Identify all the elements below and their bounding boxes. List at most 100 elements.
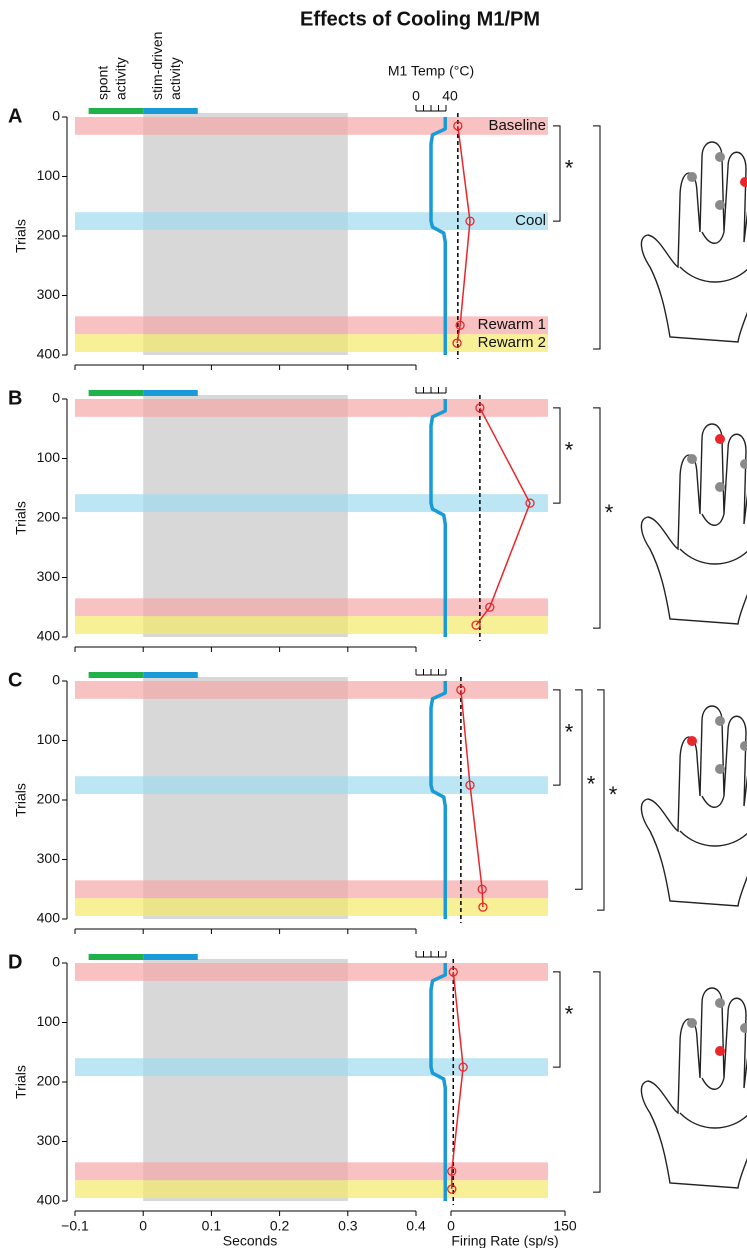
finger-site <box>715 764 725 774</box>
condition-band <box>75 316 548 335</box>
condition-band <box>75 1058 548 1077</box>
temp-tick-label: 0 <box>412 88 420 104</box>
stim-window <box>143 395 348 637</box>
finger-site <box>740 741 747 751</box>
figure-title: Effects of Cooling M1/PM <box>300 8 540 30</box>
condition-label: Baseline <box>488 117 546 134</box>
rate-line <box>456 125 471 344</box>
finger-site <box>715 482 725 492</box>
rate-point <box>455 320 465 330</box>
rate-axis-title: Firing Rate (sp/s) <box>451 1233 558 1248</box>
epoch-label: activity <box>113 57 129 100</box>
x-axis-title: Seconds <box>223 1233 277 1248</box>
condition-label: Cool <box>515 212 546 229</box>
rate-point <box>465 780 475 790</box>
y-tick-label: 400 <box>37 1192 61 1208</box>
condition-label: Rewarm 1 <box>478 316 546 333</box>
rate-point <box>477 884 487 894</box>
finger-site <box>715 152 725 162</box>
significance-star: * <box>605 500 614 525</box>
finger-site <box>687 172 697 182</box>
y-axis-title: Trials <box>13 501 29 535</box>
temp-trace <box>429 963 447 1201</box>
significance-bracket <box>553 407 561 504</box>
rate-point <box>447 1184 457 1194</box>
epoch-label: activity <box>167 57 183 100</box>
epoch-bar <box>143 954 198 960</box>
temp-trace <box>429 681 447 919</box>
y-tick-label: 200 <box>37 791 61 807</box>
epoch-bar <box>88 108 144 114</box>
condition-band <box>75 616 548 635</box>
hand <box>640 705 747 907</box>
significance-bracket <box>593 971 601 1193</box>
condition-band <box>75 598 548 617</box>
finger-site <box>715 716 725 726</box>
y-tick-label: 0 <box>52 108 60 124</box>
hand <box>640 423 747 625</box>
y-tick-label: 200 <box>37 227 61 243</box>
significance-bracket <box>553 125 561 222</box>
significance-bracket <box>575 689 583 890</box>
rate-point <box>475 403 485 413</box>
finger-site <box>740 459 747 469</box>
rate-point <box>453 121 463 131</box>
condition-band <box>75 494 548 513</box>
hand <box>640 987 747 1189</box>
rate-line <box>451 971 464 1190</box>
temp-trace <box>429 117 447 355</box>
stim-window <box>143 113 348 355</box>
epoch-bar <box>143 390 198 396</box>
x-tick-label: 0.1 <box>202 1218 222 1234</box>
rate-line <box>475 407 531 626</box>
x-tick-label: 0.4 <box>406 1218 426 1234</box>
condition-label: Rewarm 2 <box>478 334 546 351</box>
rate-point <box>448 967 458 977</box>
x-tick-label: 0.2 <box>270 1218 290 1234</box>
condition-band <box>75 776 548 795</box>
y-tick-label: 100 <box>37 167 61 183</box>
finger-site <box>740 177 747 187</box>
condition-band <box>75 681 548 699</box>
temp-tick-label: 40 <box>442 88 458 104</box>
epoch-bar <box>88 672 144 678</box>
epoch-label: spont <box>95 66 111 100</box>
y-tick-label: 0 <box>52 672 60 688</box>
epoch-bar <box>143 672 198 678</box>
rate-point <box>458 1062 468 1072</box>
epoch-bar <box>88 954 144 960</box>
panel-label: B <box>8 387 22 409</box>
condition-band <box>75 963 548 981</box>
significance-star: * <box>565 719 574 744</box>
significance-bracket <box>593 407 601 629</box>
rate-point <box>485 602 495 612</box>
rate-tick-label: 150 <box>553 1218 577 1234</box>
condition-band <box>75 212 548 231</box>
y-tick-label: 100 <box>37 1013 61 1029</box>
finger-site <box>740 1023 747 1033</box>
y-tick-label: 100 <box>37 731 61 747</box>
condition-band <box>75 117 548 135</box>
condition-band <box>75 1180 548 1199</box>
condition-band <box>75 898 548 917</box>
significance-star: * <box>565 155 574 180</box>
epoch-label: stim-driven <box>149 32 165 100</box>
x-tick-label: 0 <box>139 1218 147 1234</box>
significance-bracket <box>553 971 561 1068</box>
y-tick-label: 0 <box>52 954 60 970</box>
y-tick-label: 100 <box>37 449 61 465</box>
y-tick-label: 300 <box>37 286 61 302</box>
y-tick-label: 300 <box>37 568 61 584</box>
y-tick-label: 200 <box>37 1073 61 1089</box>
y-tick-label: 300 <box>37 1132 61 1148</box>
rate-line <box>460 689 484 908</box>
significance-star: * <box>565 437 574 462</box>
epoch-bar <box>88 390 144 396</box>
finger-site <box>687 736 697 746</box>
y-axis-title: Trials <box>13 1065 29 1099</box>
condition-band <box>75 1162 548 1181</box>
x-tick-label: 0.3 <box>338 1218 358 1234</box>
stim-window <box>143 677 348 919</box>
significance-star: * <box>565 1001 574 1026</box>
